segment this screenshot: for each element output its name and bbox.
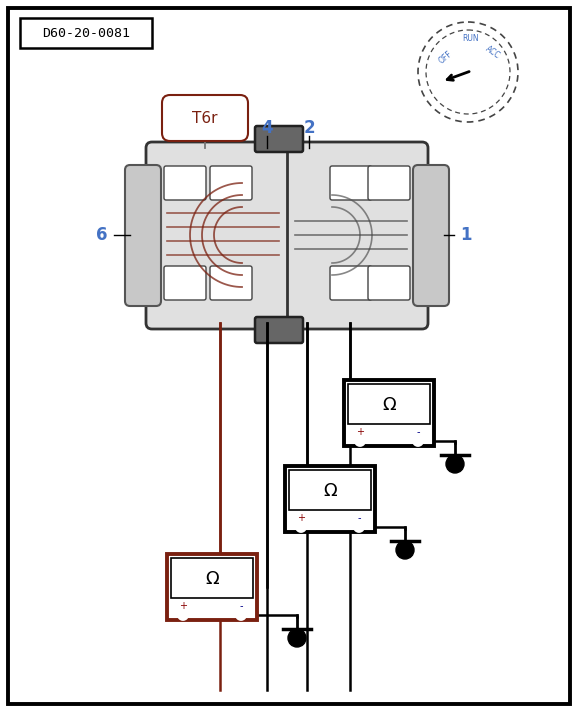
FancyBboxPatch shape bbox=[164, 266, 206, 300]
Text: -: - bbox=[357, 513, 361, 523]
FancyBboxPatch shape bbox=[368, 166, 410, 200]
Bar bbox=[167, 554, 257, 620]
Bar bbox=[285, 466, 375, 532]
Text: D60-20-0081: D60-20-0081 bbox=[42, 26, 130, 39]
FancyBboxPatch shape bbox=[330, 166, 372, 200]
Text: T6r: T6r bbox=[192, 111, 218, 126]
FancyBboxPatch shape bbox=[368, 266, 410, 300]
Text: +: + bbox=[297, 513, 305, 523]
Bar bbox=[20, 18, 152, 48]
FancyBboxPatch shape bbox=[146, 142, 428, 329]
Text: 2: 2 bbox=[303, 119, 315, 137]
FancyBboxPatch shape bbox=[210, 166, 252, 200]
Text: Ω: Ω bbox=[323, 482, 337, 500]
FancyBboxPatch shape bbox=[210, 266, 252, 300]
Circle shape bbox=[288, 629, 306, 647]
Text: -: - bbox=[416, 427, 420, 437]
Circle shape bbox=[396, 541, 414, 559]
Bar bbox=[348, 384, 430, 424]
Text: +: + bbox=[356, 427, 364, 437]
FancyBboxPatch shape bbox=[125, 165, 161, 306]
FancyBboxPatch shape bbox=[162, 95, 248, 141]
Circle shape bbox=[236, 610, 246, 620]
Bar bbox=[289, 470, 371, 510]
FancyBboxPatch shape bbox=[330, 266, 372, 300]
FancyBboxPatch shape bbox=[255, 126, 303, 152]
Text: -: - bbox=[239, 601, 243, 611]
Bar bbox=[344, 380, 434, 446]
Circle shape bbox=[354, 522, 364, 532]
Text: Ω: Ω bbox=[382, 396, 396, 414]
Circle shape bbox=[355, 436, 365, 446]
Text: OFF: OFF bbox=[437, 49, 455, 65]
FancyBboxPatch shape bbox=[164, 166, 206, 200]
Text: 4: 4 bbox=[261, 119, 273, 137]
Circle shape bbox=[296, 522, 306, 532]
FancyBboxPatch shape bbox=[255, 317, 303, 343]
Circle shape bbox=[413, 436, 423, 446]
Text: ACC: ACC bbox=[484, 44, 502, 60]
Text: +: + bbox=[179, 601, 187, 611]
FancyBboxPatch shape bbox=[413, 165, 449, 306]
Text: Ω: Ω bbox=[205, 570, 219, 588]
Text: 1: 1 bbox=[461, 226, 472, 244]
Text: RUN: RUN bbox=[463, 34, 479, 43]
Circle shape bbox=[178, 610, 188, 620]
Bar bbox=[171, 558, 253, 598]
Circle shape bbox=[446, 455, 464, 473]
Text: 6: 6 bbox=[96, 226, 108, 244]
